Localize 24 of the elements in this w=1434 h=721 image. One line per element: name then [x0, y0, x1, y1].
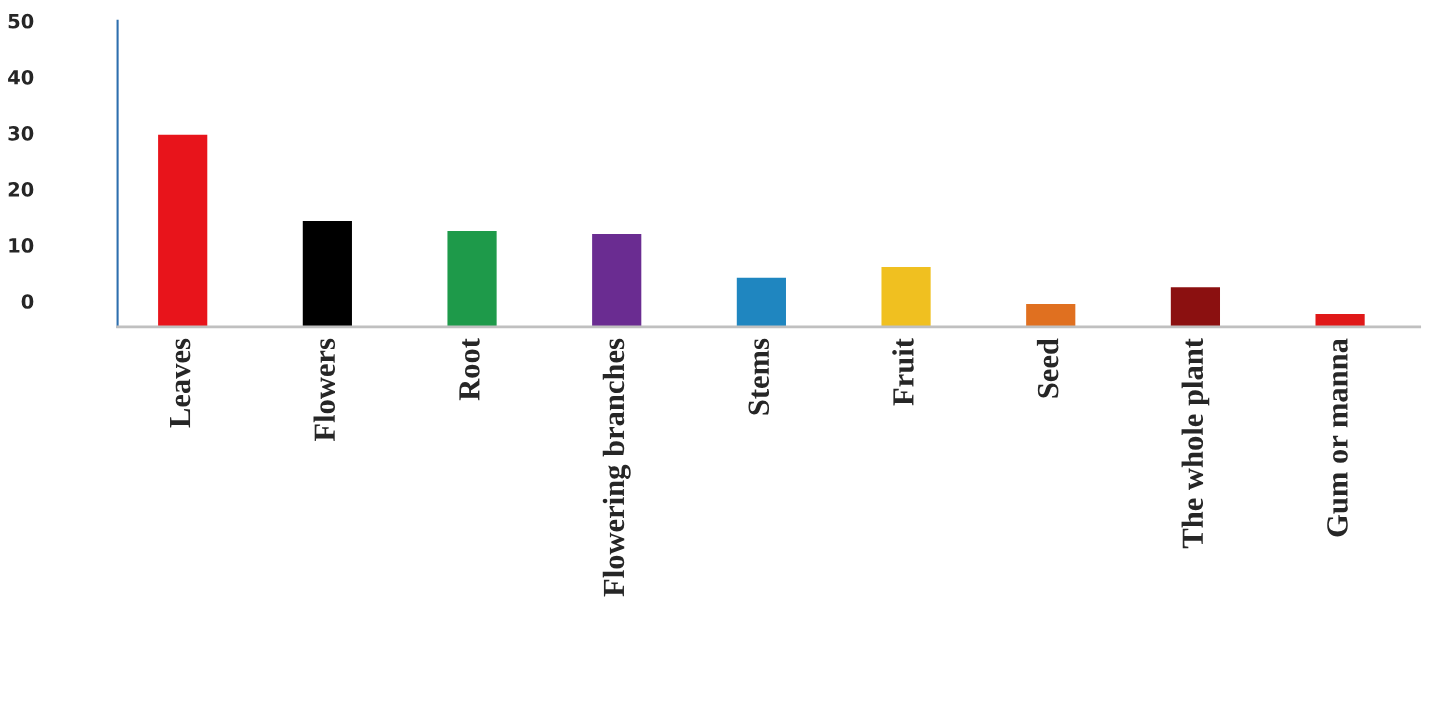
bar: [1026, 303, 1076, 327]
x-tick-label: Flowers: [313, 338, 336, 442]
bar: [592, 233, 642, 327]
x-tick-label: Stems: [748, 338, 770, 415]
y-tick-label: 30: [8, 125, 34, 141]
x-tick-label: The whole plant: [1181, 338, 1210, 549]
x-tick-label: Leaves: [170, 338, 191, 428]
x-tick-label: Flowering branches: [602, 338, 631, 597]
x-tick-label: Seed: [1036, 338, 1059, 398]
x-tick-label: Root: [459, 338, 480, 401]
y-tick-label: 50: [8, 13, 34, 29]
y-tick-label: 20: [8, 182, 34, 197]
bar: [1315, 314, 1365, 327]
y-tick-label: 40: [8, 69, 34, 85]
bar: [447, 231, 497, 327]
y-tick-label: 10: [9, 238, 34, 253]
bar: [158, 134, 208, 327]
y-tick-label: 0: [21, 294, 34, 309]
bar: [881, 266, 931, 327]
x-tick-label: Gum or manna: [1327, 338, 1348, 537]
bar: [1170, 287, 1221, 327]
x-tick-label: Fruit: [892, 338, 914, 406]
bar: [736, 277, 786, 327]
bar: [302, 221, 352, 327]
